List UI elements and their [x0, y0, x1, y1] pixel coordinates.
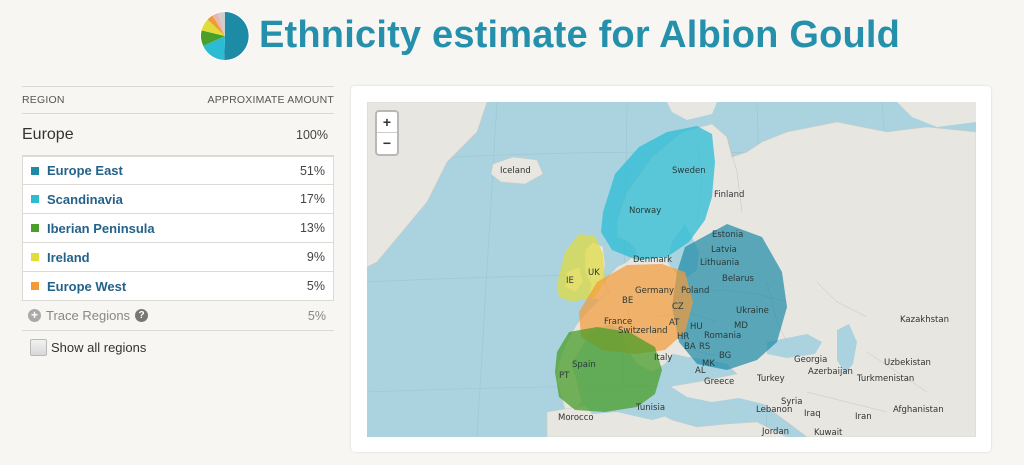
zoom-out-button[interactable]: − — [382, 135, 392, 151]
map-label: Turkey — [757, 374, 785, 384]
map-card: + − Iceland Sweden Finland Norway Estoni… — [351, 86, 991, 452]
column-amount: APPROXIMATE AMOUNT — [207, 94, 334, 106]
column-region: REGION — [22, 94, 65, 106]
map-label: Romania — [704, 331, 742, 341]
map-label: IE — [566, 276, 574, 286]
help-question-icon[interactable]: ? — [135, 309, 149, 322]
page-header: Ethnicity estimate for Albion Gould — [0, 8, 1024, 64]
zoom-control: + − — [375, 110, 399, 156]
map-label: BA — [684, 342, 696, 352]
color-swatch-icon — [31, 166, 39, 175]
map-label: Germany — [635, 286, 675, 296]
map-label: Ukraine — [736, 306, 769, 316]
map-label: Iran — [855, 412, 872, 422]
region-row-ireland[interactable]: Ireland 9% — [22, 243, 334, 272]
show-all-checkbox[interactable] — [30, 339, 47, 356]
trace-percentage: 5% — [307, 308, 326, 323]
color-swatch-icon — [31, 282, 39, 290]
region-label[interactable]: Europe East — [47, 163, 123, 178]
map-label: France — [604, 317, 633, 327]
map-label: MK — [702, 359, 715, 369]
trace-regions-label[interactable]: Trace Regions — [46, 308, 131, 323]
map-label: Morocco — [558, 413, 594, 423]
map-label: Sweden — [672, 166, 706, 176]
map-label: Turkmenistan — [857, 374, 915, 384]
map-label: Finland — [714, 190, 745, 200]
region-row-scandinavia[interactable]: Scandinavia 17% — [22, 185, 334, 214]
map-label: AL — [695, 366, 706, 376]
color-swatch-icon — [31, 195, 39, 203]
map-label: Greece — [704, 377, 735, 387]
region-label[interactable]: Ireland — [47, 249, 90, 265]
map-label: CZ — [672, 302, 684, 312]
region-percentage: 100% — [296, 127, 328, 142]
region-percentage: 13% — [299, 221, 325, 235]
map-label: Denmark — [633, 255, 673, 265]
table-header: REGION APPROXIMATE AMOUNT — [22, 86, 334, 114]
region-list: Europe East 51% Scandinavia 17% Iberian … — [22, 156, 334, 301]
show-all-regions[interactable]: Show all regions — [22, 339, 334, 356]
region-label[interactable]: Iberian Peninsula — [47, 220, 155, 236]
map-canvas — [367, 102, 976, 437]
map-label: Tunisia — [636, 403, 666, 413]
map-label: Afghanistan — [893, 405, 944, 415]
map-label: Estonia — [712, 230, 744, 240]
region-label[interactable]: Scandinavia — [47, 191, 123, 207]
region-row-europe-west[interactable]: Europe West 5% — [22, 272, 334, 301]
region-name: Europe — [22, 125, 74, 143]
map-label: Norway — [629, 206, 662, 216]
map-label: Spain — [572, 360, 596, 370]
map-label: RS — [699, 342, 711, 352]
map-label: Iraq — [804, 409, 821, 419]
map-label: PT — [559, 371, 570, 381]
map-label: Italy — [654, 353, 673, 363]
map-label: AT — [669, 318, 680, 328]
region-percentage: 17% — [299, 192, 325, 206]
map-label: Syria — [781, 397, 803, 407]
ethnicity-pie-icon — [200, 11, 250, 61]
map-label: BE — [622, 296, 634, 306]
region-label[interactable]: Europe West — [47, 278, 127, 294]
map-label: Jordan — [762, 427, 790, 437]
trace-regions-row[interactable]: + Trace Regions ? 5% — [22, 301, 334, 331]
map-label: Lithuania — [700, 258, 740, 268]
region-row-europe-east[interactable]: Europe East 51% — [22, 156, 334, 185]
color-swatch-icon — [31, 224, 39, 232]
expand-plus-icon[interactable]: + — [28, 309, 41, 322]
region-map[interactable]: + − Iceland Sweden Finland Norway Estoni… — [367, 102, 976, 437]
map-label: HU — [690, 322, 703, 332]
map-label: Latvia — [711, 245, 737, 255]
map-label: Azerbaijan — [808, 367, 853, 377]
map-label: Georgia — [794, 355, 828, 365]
map-label: Uzbekistan — [884, 358, 931, 368]
region-percentage: 5% — [306, 279, 325, 293]
region-row-iberian-peninsula[interactable]: Iberian Peninsula 13% — [22, 214, 334, 243]
region-percentage: 51% — [299, 163, 325, 178]
map-label: UK — [588, 268, 600, 278]
map-label: Iceland — [500, 166, 531, 176]
zoom-in-button[interactable]: + — [377, 112, 397, 133]
ethnicity-table: REGION APPROXIMATE AMOUNT Europe 100% Eu… — [22, 86, 334, 356]
map-label: Lebanon — [756, 405, 793, 415]
map-label: Poland — [681, 286, 710, 296]
region-percentage: 9% — [306, 250, 325, 264]
map-label: HR — [677, 332, 690, 342]
map-label: Kuwait — [814, 428, 843, 437]
map-label: MD — [734, 321, 748, 331]
region-group-europe: Europe 100% — [22, 114, 334, 156]
map-label: Kazakhstan — [900, 315, 949, 325]
map-label: Belarus — [722, 274, 754, 284]
map-label: Switzerland — [618, 326, 668, 336]
show-all-label[interactable]: Show all regions — [51, 340, 147, 355]
color-swatch-icon — [31, 253, 39, 261]
map-label: BG — [719, 351, 732, 361]
page-title: Ethnicity estimate for Albion Gould — [259, 14, 901, 56]
